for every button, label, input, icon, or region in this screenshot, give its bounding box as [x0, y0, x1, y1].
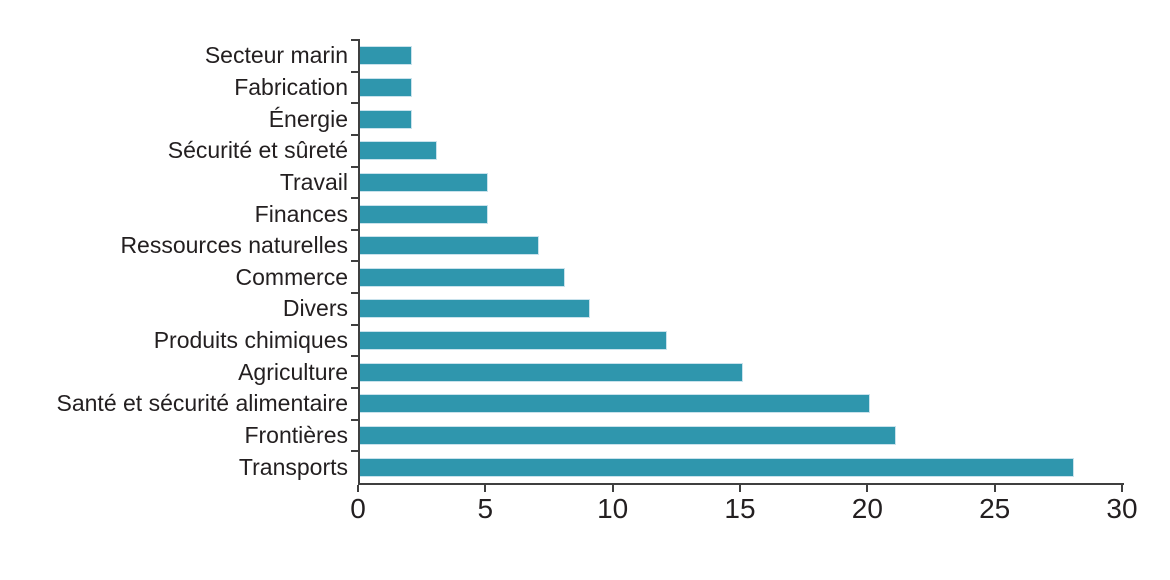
y-tick-mark	[351, 355, 360, 358]
x-tick-mark	[1121, 485, 1123, 492]
bar-row	[351, 102, 1124, 135]
category-label: Sécurité et sûreté	[167, 137, 348, 164]
bar-row	[351, 450, 1124, 483]
category-label: Fabrication	[234, 73, 348, 100]
y-tick-mark	[351, 70, 360, 73]
y-tick-mark	[351, 228, 360, 231]
x-tick-mark	[866, 485, 869, 492]
x-tick-label: 15	[724, 493, 756, 524]
category-label: Produits chimiques	[153, 327, 348, 354]
x-tick-mark	[357, 485, 359, 492]
bar	[360, 77, 412, 97]
bar-row	[351, 355, 1124, 388]
y-tick-mark	[351, 292, 360, 295]
bar	[360, 362, 743, 382]
category-label: Ressources naturelles	[120, 232, 348, 259]
category-label: Finances	[254, 200, 348, 227]
category-label: Transports	[238, 453, 348, 480]
plot-area	[351, 39, 1124, 485]
bar	[360, 46, 412, 66]
bar-row	[351, 39, 1124, 72]
category-label: Secteur marin	[204, 42, 348, 69]
bar-row	[351, 165, 1124, 199]
bar	[360, 172, 489, 192]
x-tick-label: 25	[979, 493, 1011, 524]
bar-row	[351, 260, 1124, 293]
y-tick-mark	[351, 197, 360, 200]
y-tick-mark	[351, 323, 360, 326]
category-label: Santé et sécurité alimentaire	[56, 390, 349, 417]
y-tick-mark	[351, 387, 360, 390]
bar	[360, 394, 871, 414]
bar	[360, 426, 896, 445]
bar-row	[351, 228, 1124, 262]
bar	[360, 141, 438, 161]
y-tick-mark	[351, 418, 360, 421]
y-tick-mark	[351, 102, 360, 105]
category-label: Énergie	[268, 105, 348, 132]
category-label: Frontières	[244, 422, 348, 448]
x-tick-label: 0	[350, 493, 366, 524]
x-tick-mark	[739, 485, 741, 492]
y-tick-mark	[351, 165, 360, 168]
y-tick-mark	[351, 450, 360, 453]
bar	[360, 204, 489, 224]
y-axis-labels: Secteur marin Fabrication Énergie Sécurité …	[0, 40, 349, 483]
bar	[360, 331, 667, 351]
y-tick-mark	[351, 39, 360, 41]
bar-row	[351, 323, 1124, 357]
y-tick-mark	[351, 260, 360, 263]
category-label: Divers	[282, 295, 348, 322]
x-tick-mark	[993, 485, 996, 492]
bar-row	[351, 70, 1124, 104]
bar	[360, 267, 565, 287]
category-label: Agriculture	[238, 358, 348, 385]
bar-row	[351, 418, 1124, 452]
bar	[360, 457, 1075, 477]
y-tick-mark	[351, 133, 360, 136]
bar	[360, 109, 412, 129]
bar-row	[351, 197, 1124, 230]
category-label: Travail	[279, 168, 348, 195]
x-tick-mark	[484, 485, 487, 492]
bar-row	[351, 387, 1124, 420]
bar-row	[351, 133, 1124, 167]
bar	[360, 236, 540, 256]
x-tick-label: 30	[1106, 493, 1138, 524]
x-tick-label: 20	[851, 493, 883, 524]
x-tick-label: 5	[477, 493, 494, 524]
x-tick-mark	[611, 485, 614, 492]
bar	[360, 299, 591, 319]
bar-row	[351, 292, 1124, 325]
category-label: Commerce	[235, 263, 348, 290]
x-tick-label: 10	[597, 493, 629, 524]
